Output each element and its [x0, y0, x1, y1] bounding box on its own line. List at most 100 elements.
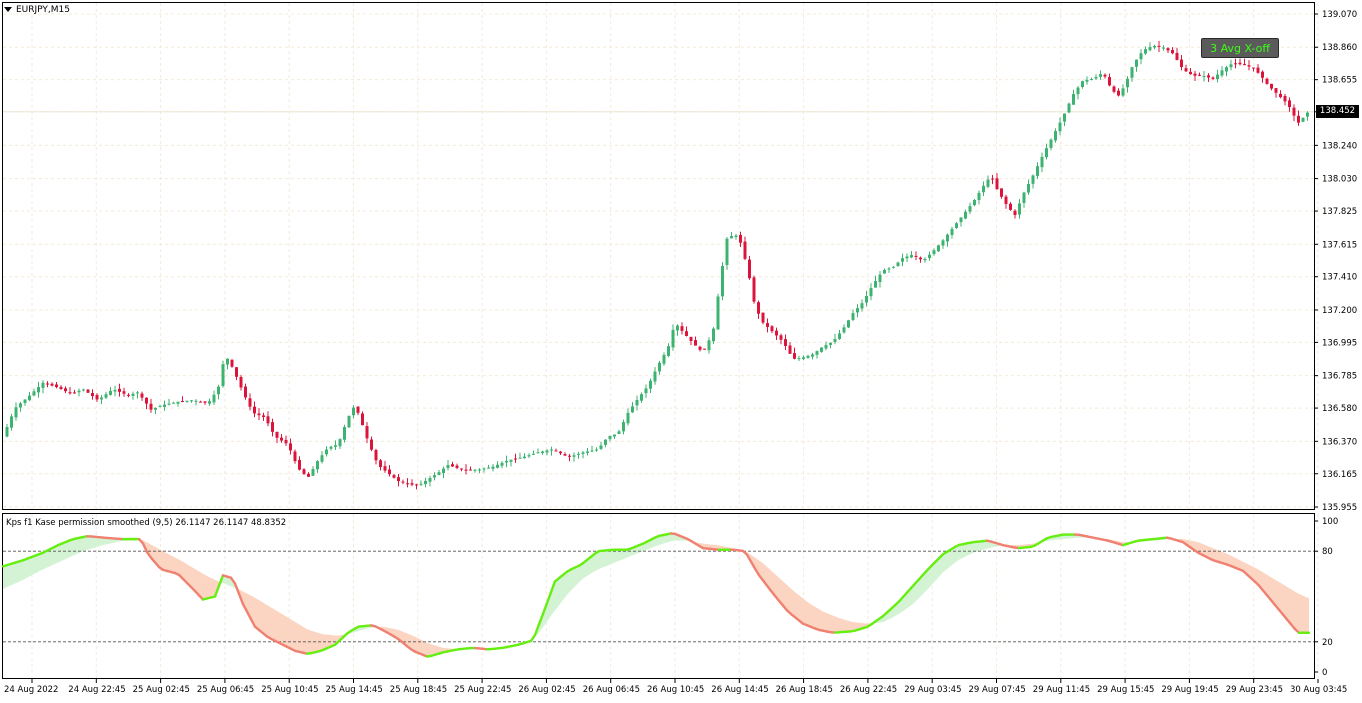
candle-body: [600, 445, 603, 448]
candle-body: [321, 455, 324, 462]
indicator-fill-segment: [95, 537, 99, 548]
candle-body: [708, 340, 711, 350]
candle-body: [267, 416, 270, 423]
candle-body: [771, 326, 774, 331]
candle-body: [1099, 74, 1102, 77]
candle-body: [199, 402, 202, 403]
time-tick-label: 25 Aug 06:45: [197, 685, 254, 695]
candle-body: [672, 330, 675, 347]
candle-body: [451, 464, 454, 466]
candle-body: [1005, 197, 1008, 204]
candle-body: [726, 239, 729, 265]
candle-body: [973, 200, 976, 205]
candle-body: [838, 333, 841, 339]
candle-body: [388, 470, 391, 475]
time-tick-label: 25 Aug 22:45: [454, 685, 511, 695]
indicator-fill-segment: [831, 615, 835, 633]
price-tick-label: 137.825: [1322, 207, 1357, 217]
candle-body: [861, 303, 864, 308]
price-tick-label: 138.655: [1322, 76, 1357, 86]
candle-body: [982, 186, 985, 192]
candle-body: [1221, 70, 1224, 75]
chart-symbol-header[interactable]: EURJPY,M15: [4, 5, 70, 15]
time-tick-label: 25 Aug 02:45: [133, 685, 190, 695]
collapse-triangle-icon[interactable]: [4, 7, 12, 12]
candle-body: [132, 394, 135, 396]
candle-body: [222, 364, 225, 386]
candle-body: [514, 459, 517, 460]
candle-body: [1018, 203, 1021, 214]
candle-body: [253, 407, 256, 414]
candle-body: [640, 394, 643, 400]
candle-body: [721, 266, 724, 296]
candle-body: [60, 387, 63, 389]
candle-body: [150, 404, 153, 410]
candle-body: [240, 377, 243, 388]
indicator-fill-segment: [975, 542, 979, 553]
candle-body: [294, 451, 297, 461]
indicator-fill-segment: [599, 551, 603, 569]
candle-body: [10, 416, 13, 427]
candle-body: [393, 475, 396, 478]
candle-body: [1108, 77, 1111, 85]
indicator-tick-label: 100: [1322, 517, 1338, 527]
indicator-fill-segment: [171, 555, 175, 573]
candle-body: [127, 395, 130, 396]
candle-body: [105, 394, 108, 397]
candle-body: [348, 416, 351, 428]
indicator-fill-segment: [279, 612, 283, 645]
candle-body: [892, 267, 895, 268]
candle-body: [996, 178, 999, 189]
candle-body: [28, 396, 31, 401]
candle-body: [469, 470, 472, 471]
candle-body: [1270, 84, 1273, 89]
price-axis[interactable]: 139.070138.860138.655138.452138.240138.0…: [1314, 10, 1357, 513]
main-plot-border: [3, 3, 1315, 510]
candle-body: [865, 296, 868, 303]
indicator-fill-segment: [79, 537, 83, 553]
candle-body: [1297, 116, 1300, 123]
candle-body: [969, 206, 972, 212]
candle-body: [1288, 100, 1291, 107]
candle-body: [375, 450, 378, 460]
candle-body: [1302, 118, 1305, 122]
candle-body: [1162, 48, 1165, 49]
price-tick-label: 137.200: [1322, 306, 1357, 316]
candle-body: [960, 218, 963, 223]
indicator-fill-segment: [1307, 598, 1309, 633]
price-tick-label: 135.955: [1322, 503, 1357, 513]
indicator-fill-segment: [815, 607, 819, 630]
candle-body: [1194, 74, 1197, 76]
candle-body: [312, 469, 315, 476]
indicator-fill-segment: [275, 610, 279, 643]
candle-body: [1225, 67, 1228, 71]
indicator-fill-segment: [807, 602, 811, 627]
indicator-fill-segment: [823, 612, 827, 632]
candle-body: [1293, 108, 1296, 116]
candle-body: [505, 461, 508, 462]
candle-body: [465, 470, 468, 471]
indicator-fill-segment: [971, 542, 975, 554]
candle-body: [69, 392, 72, 393]
candle-body: [244, 387, 247, 398]
candle-body: [586, 451, 589, 453]
candle-body: [784, 339, 787, 346]
candle-body: [528, 455, 531, 456]
indicator-fill-segment: [967, 543, 971, 556]
candle-body: [1135, 60, 1138, 67]
indicator-fill-segment: [819, 609, 823, 631]
indicator-fill-segment: [91, 536, 95, 548]
candle-body: [915, 256, 918, 257]
candle-body: [285, 440, 288, 443]
candle-body: [1261, 72, 1264, 78]
candle-body: [195, 401, 198, 402]
candle-body: [1086, 80, 1089, 82]
candle-body: [100, 398, 103, 400]
candle-body: [699, 347, 702, 350]
candle-body: [667, 346, 670, 356]
avg-xoff-button[interactable]: 3 Avg X-off: [1201, 38, 1279, 58]
candle-body: [51, 384, 54, 386]
candle-body: [951, 229, 954, 235]
